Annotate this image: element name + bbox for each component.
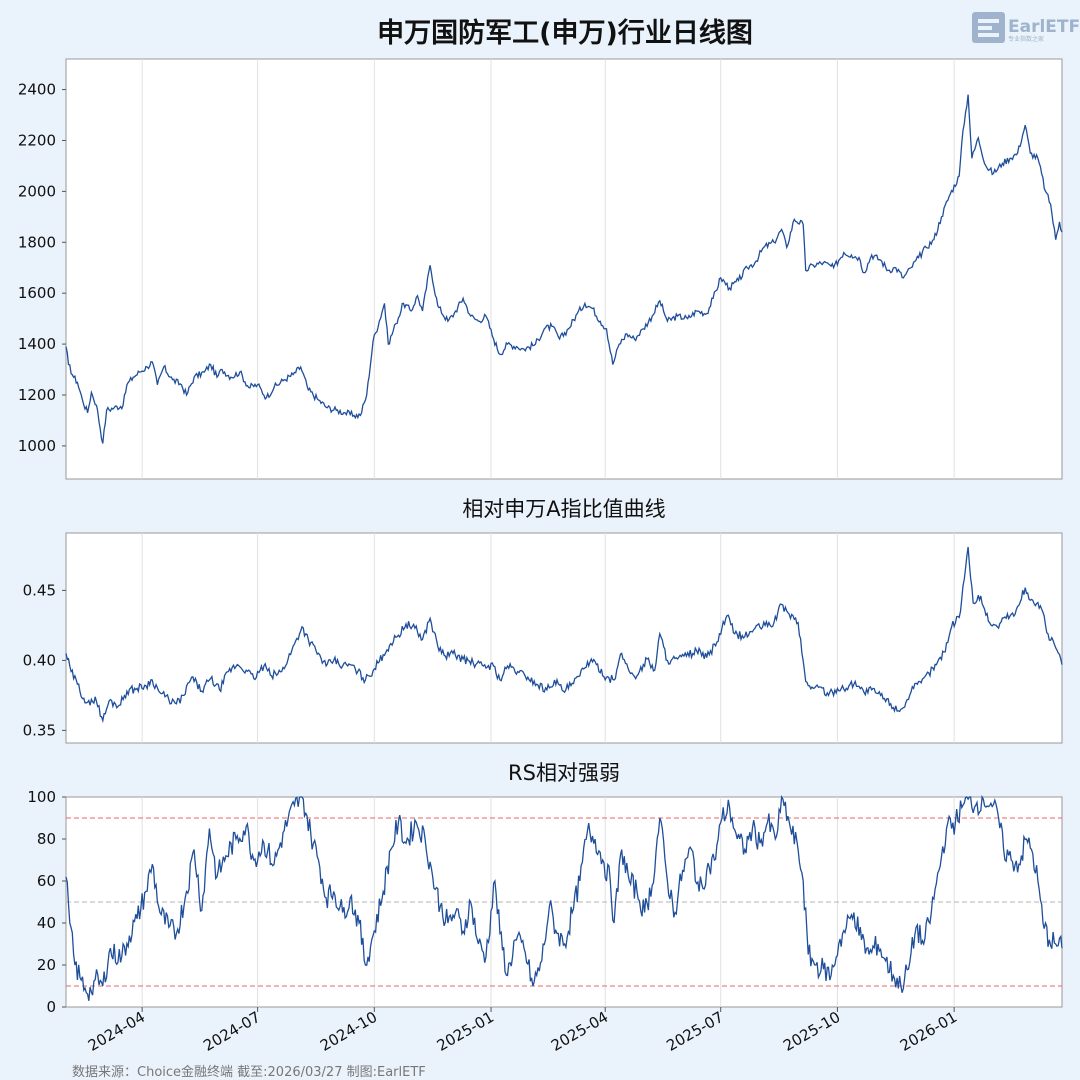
- logo-text: EarlETF: [1008, 17, 1080, 37]
- price-y-tick-1400: 1400: [18, 335, 56, 353]
- earletf-logo: EarlETF 专业指数之家: [972, 12, 1080, 43]
- rs-y-tick-20: 20: [37, 956, 56, 974]
- price-y-tick-1800: 1800: [18, 233, 56, 251]
- price-gridlines: [141, 59, 955, 479]
- price-series-line: [65, 94, 1063, 444]
- ratio-y-tick-0.45: 0.45: [23, 581, 56, 599]
- rs-reference-lines: [66, 817, 1062, 987]
- rs-y-tick-100: 100: [27, 788, 56, 806]
- rs-series-line: [65, 794, 1063, 1001]
- price-y-tick-1000: 1000: [18, 437, 56, 455]
- source-footnote: 数据来源：Choice金融终端 截至:2026/03/27 制图:EarlETF: [72, 1064, 426, 1080]
- price-y-tick-1200: 1200: [18, 386, 56, 404]
- price-y-tick-2400: 2400: [18, 81, 56, 99]
- ratio-panel: 相对申万A指比值曲线 0.35 0.40 0.45: [23, 497, 1063, 744]
- price-y-tick-2200: 2200: [18, 131, 56, 149]
- rs-y-tick-60: 60: [37, 872, 56, 890]
- rs-panel-title: RS相对强弱: [508, 761, 620, 785]
- rs-y-axis: 0 20 40 60 80 100: [27, 788, 66, 1016]
- rs-y-tick-80: 80: [37, 830, 56, 848]
- price-panel: 1000 1200 1400 1600 1800 2000 2200 2400: [18, 58, 1063, 480]
- ratio-y-tick-0.4: 0.40: [23, 651, 56, 669]
- ratio-y-tick-0.35: 0.35: [23, 721, 56, 739]
- ratio-gridlines: [141, 533, 955, 743]
- price-y-axis: 1000 1200 1400 1600 1800 2000 2200 2400: [18, 81, 66, 455]
- logo-mark-icon: [972, 12, 1005, 43]
- ratio-series-line: [65, 546, 1063, 724]
- ratio-plot-area: [65, 532, 1063, 744]
- rs-y-tick-0: 0: [46, 998, 56, 1016]
- ratio-panel-title: 相对申万A指比值曲线: [462, 497, 665, 521]
- price-y-tick-1600: 1600: [18, 284, 56, 302]
- ratio-y-axis: 0.35 0.40 0.45: [23, 581, 66, 739]
- logo-subtext: 专业指数之家: [1008, 35, 1044, 43]
- rs-y-tick-40: 40: [37, 914, 56, 932]
- price-y-tick-2000: 2000: [18, 182, 56, 200]
- price-plot-area: [65, 58, 1063, 480]
- chart-title: 申万国防军工(申万)行业日线图: [377, 17, 753, 49]
